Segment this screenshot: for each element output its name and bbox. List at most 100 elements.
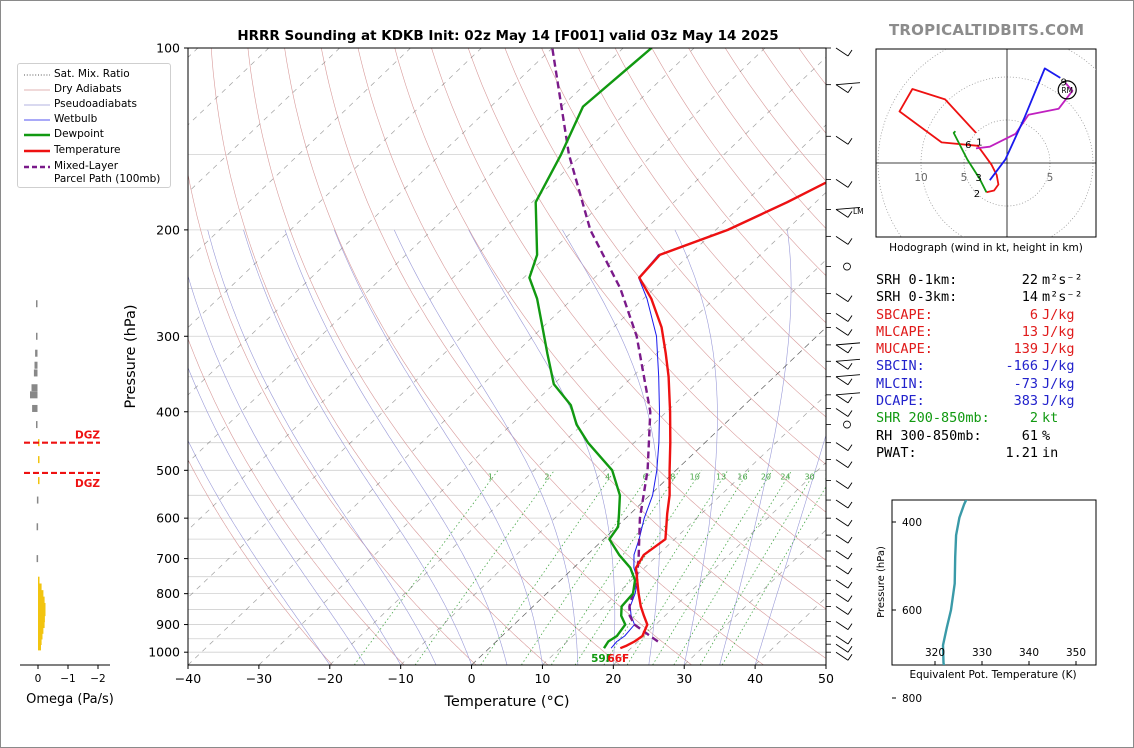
mixing-ratio-line <box>652 470 773 665</box>
mixing-ratio-line <box>521 470 653 665</box>
parameter-value: 14 <box>1021 289 1038 306</box>
legend-swatch <box>24 165 50 169</box>
parameter-value: 383 <box>1013 393 1038 410</box>
wind-barb-shaft <box>835 635 849 645</box>
wind-barbs: LM <box>826 47 864 661</box>
legend-item: Mixed-Layer Parcel Path (100mb) <box>22 160 168 185</box>
omega-bar <box>38 456 40 464</box>
parameter-value: -166 <box>1005 358 1038 375</box>
bunkers-right-mover-marker <box>1057 80 1077 100</box>
parameter-label: RH 300-850mb: <box>876 427 982 444</box>
omega-bar <box>38 576 40 584</box>
legend-item: Wetbulb <box>22 113 168 127</box>
parameter-row: RH 300-850mb: 61% <box>876 428 1083 445</box>
wind-barb-flag <box>847 181 853 188</box>
parameter-row: DCAPE: 383 J/kg <box>876 393 1083 410</box>
parameter-row: MLCAPE: 13 J/kg <box>876 324 1083 341</box>
wind-barb-flag <box>847 581 853 589</box>
hodograph-height-label: 1 <box>976 138 982 149</box>
parcel-path <box>551 48 659 643</box>
theta-e-x-tick-label: 320 <box>925 647 945 659</box>
mixing-ratio-label: 20 <box>761 473 771 482</box>
omega-panel: 0 −1 −2 Omega (Pa/s) DGZ DGZ <box>20 300 114 707</box>
mixing-ratio-line <box>673 470 793 665</box>
parameter-row: SRH 0-3km: 14 m²s⁻² <box>876 289 1083 306</box>
x-tick-label: −30 <box>246 671 272 686</box>
wind-barb-flag <box>835 374 861 378</box>
dry-adiabat <box>504 48 826 465</box>
omega-bar <box>36 496 39 504</box>
omega-tick-label: −2 <box>90 673 105 685</box>
wind-barb-flag <box>847 536 853 544</box>
parameter-unit: J/kg <box>1042 306 1075 323</box>
parameter-value: 6 <box>1029 306 1038 323</box>
dry-adiabat <box>188 172 477 665</box>
parameter-unit: J/kg <box>1042 375 1075 392</box>
hodograph-caption: Hodograph (wind in kt, height in km) <box>889 242 1083 254</box>
mixing-ratio-line <box>414 470 555 665</box>
mixing-ratio-label: 13 <box>716 473 726 482</box>
parameter-unit: % <box>1042 427 1051 444</box>
wind-barb-shaft <box>835 84 849 94</box>
lm-marker-label: LM <box>853 207 864 216</box>
hodograph-panel: 1 2 3 6 9RM 10 5 5 Hodograph (wind in kt, height… <box>875 48 1097 254</box>
parameter-label: MLCIN: <box>876 375 925 392</box>
omega-bar <box>32 404 38 412</box>
wind-barb-flag <box>847 295 853 302</box>
theta-e-y-tick-label: 400 <box>902 517 922 529</box>
mixing-ratio-label: 2 <box>544 473 549 482</box>
parameter-label: SBCAPE: <box>876 306 933 323</box>
hodograph-trace <box>898 88 1000 194</box>
legend-item: Pseudoadiabats <box>22 98 168 112</box>
y-tick-label: 400 <box>156 404 180 419</box>
wind-barb-shaft <box>835 459 849 468</box>
omega-bar <box>38 643 41 651</box>
moist-adiabat <box>188 439 331 665</box>
legend-label: Pseudoadiabats <box>54 98 137 110</box>
wind-barb-flag <box>847 552 853 560</box>
legend-swatch <box>24 104 50 106</box>
parameter-label: MLCAPE: <box>876 323 933 340</box>
omega-bar <box>38 596 45 604</box>
isotherm-line <box>258 124 826 665</box>
legend-swatch <box>24 89 50 91</box>
wind-barb-shaft <box>835 360 849 370</box>
moist-adiabat <box>334 229 543 665</box>
wind-barb-shaft <box>835 344 849 354</box>
hodograph-axis-label: 10 <box>914 172 927 184</box>
x-tick-label: 10 <box>534 671 550 686</box>
mixing-ratio-label: 36 <box>825 473 835 482</box>
wind-barb-flag <box>835 82 861 86</box>
mixing-ratio-label: 10 <box>690 473 700 482</box>
parameter-value: 139 <box>1013 341 1038 358</box>
dry-adiabat <box>467 48 826 513</box>
hodograph-axis-label: 5 <box>1047 172 1054 184</box>
wind-barb-flag <box>847 482 853 489</box>
x-axis-label: Temperature (°C) <box>443 694 569 710</box>
legend-swatch <box>24 74 50 76</box>
hodograph-plot: 1 2 3 6 9RM 10 5 5 <box>876 49 1096 237</box>
legend-swatch <box>24 133 50 137</box>
mixing-ratio-label: 8 <box>670 473 675 482</box>
dry-adiabat <box>210 48 549 665</box>
mixing-ratio-line <box>480 470 616 665</box>
wind-barb-flag <box>835 342 861 346</box>
wind-barb-shaft <box>835 593 849 603</box>
dgz-label: DGZ <box>75 478 100 490</box>
omega-bar <box>36 555 39 563</box>
omega-bar <box>36 523 39 531</box>
y-tick-label: 1000 <box>148 645 180 660</box>
legend-item: Dewpoint <box>22 128 168 142</box>
mixing-ratio-line <box>353 470 499 665</box>
parameter-row: PWAT: 1.21 in <box>876 445 1083 462</box>
wind-barb-flag <box>847 346 853 354</box>
hodograph-height-label: 3 <box>975 173 981 184</box>
dry-adiabat <box>284 48 692 665</box>
moist-adiabat <box>284 229 508 665</box>
parameter-value: 13 <box>1021 323 1038 340</box>
mixing-ratio-label: 30 <box>805 473 815 482</box>
isotherm-line <box>188 48 766 598</box>
y-tick-label: 200 <box>156 222 180 237</box>
wind-barb-shaft <box>835 293 849 303</box>
